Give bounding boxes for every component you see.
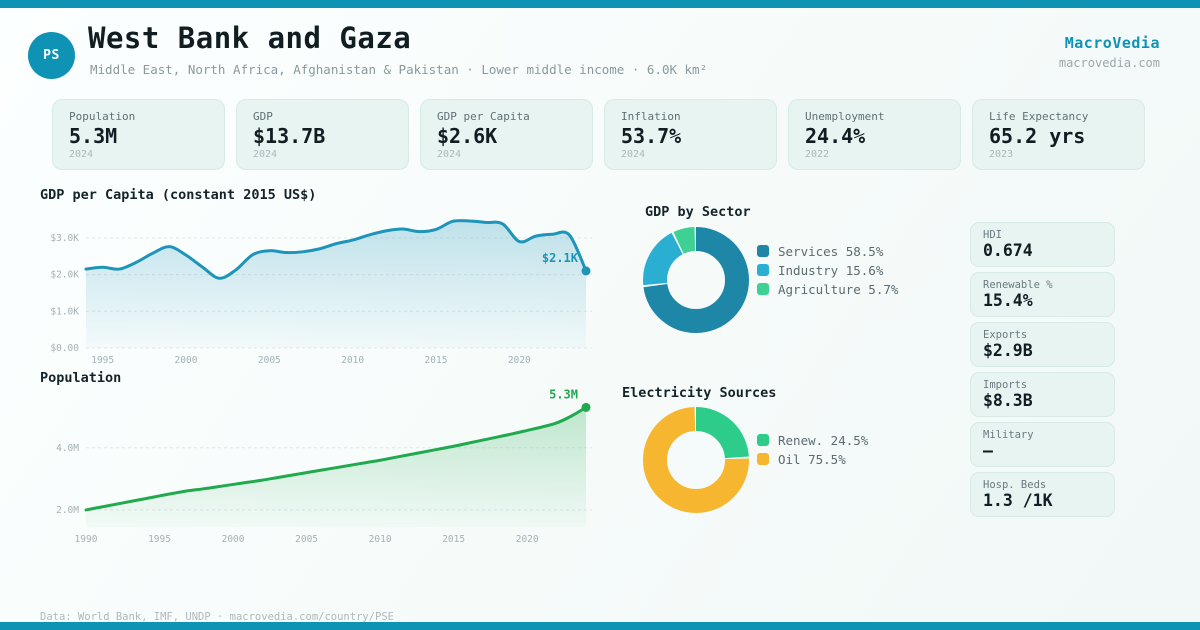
stat-value: 53.7% (621, 124, 682, 148)
stat-value: 65.2 yrs (989, 124, 1086, 148)
svg-text:2000: 2000 (222, 534, 245, 545)
stat-label: Inflation (621, 110, 681, 123)
data-source-footer: Data: World Bank, IMF, UNDP · macrovedia… (40, 611, 395, 623)
legend-label: Industry 15.6% (778, 262, 884, 278)
bottom-accent-bar (0, 622, 1200, 630)
stat-year: 2024 (437, 149, 462, 160)
svg-text:1990: 1990 (75, 534, 98, 545)
side-metric-cards: HDI 0.674 Renewable % 15.4% Exports $2.9… (970, 222, 1115, 517)
electricity-sources-donut-chart (643, 407, 749, 513)
stat-label: Life Expectancy (989, 110, 1089, 123)
stat-card-gdp-per-capita: GDP per Capita $2.6K 2024 (420, 99, 593, 170)
stat-card-gdp: GDP $13.7B 2024 (236, 99, 409, 170)
side-value: $8.3B (983, 391, 1033, 410)
brand-domain: macrovedia.com (1058, 56, 1160, 70)
svg-text:5.3M: 5.3M (549, 387, 578, 401)
side-card-hospital-beds: Hosp. Beds 1.3 /1K (970, 472, 1115, 517)
legend-color-chip (757, 453, 769, 465)
stat-label: GDP (253, 110, 273, 123)
svg-text:1995: 1995 (91, 355, 114, 366)
legend-label: Services 58.5% (778, 243, 884, 259)
stat-label: Population (69, 110, 136, 123)
legend-item: Services 58.5% (757, 243, 898, 259)
legend-color-chip (757, 245, 769, 257)
side-value: — (983, 441, 993, 460)
stat-value: $2.6K (437, 124, 498, 148)
legend-color-chip (757, 264, 769, 276)
legend-item: Renew. 24.5% (757, 432, 869, 448)
svg-text:2005: 2005 (258, 355, 281, 366)
stat-year: 2022 (805, 149, 830, 160)
sector-chart-title: GDP by Sector (645, 204, 751, 220)
page-title: West Bank and Gaza (88, 21, 412, 55)
legend-item: Industry 15.6% (757, 262, 898, 278)
stat-card-unemployment: Unemployment 24.4% 2022 (788, 99, 961, 170)
side-card-exports: Exports $2.9B (970, 322, 1115, 367)
side-value: 15.4% (983, 291, 1033, 310)
gdp-per-capita-line-chart: $0.00 $1.0K $2.0K $3.0K 1995 2000 2005 2010 2015… (50, 219, 592, 366)
side-value: 1.3 /1K (983, 491, 1053, 510)
side-label: HDI (983, 229, 1002, 241)
svg-text:2.0M: 2.0M (56, 505, 79, 516)
svg-text:2005: 2005 (295, 534, 318, 545)
svg-text:1995: 1995 (148, 534, 171, 545)
brand-name: MacroVedia (1064, 34, 1160, 52)
legend-label: Renew. 24.5% (778, 432, 869, 448)
svg-text:4.0M: 4.0M (56, 443, 79, 454)
legend-item: Oil 75.5% (757, 451, 868, 467)
gdp-chart-title: GDP per Capita (constant 2015 US$) (40, 187, 317, 203)
side-label: Renewable % (983, 279, 1053, 291)
electricity-chart-title: Electricity Sources (622, 385, 777, 401)
population-line-chart: 2.0M 4.0M 1990 1995 2000 2005 2010 2015 2020 5.3M (56, 387, 592, 545)
electricity-legend: Renew. 24.5% Oil 75.5% (757, 432, 869, 467)
svg-text:$2.0K: $2.0K (50, 270, 79, 281)
legend-label: Agriculture 5.7% (778, 281, 899, 297)
svg-text:$1.0K: $1.0K (50, 306, 79, 317)
svg-text:$3.0K: $3.0K (50, 233, 79, 244)
stat-year: 2023 (989, 149, 1014, 160)
side-label: Exports (983, 329, 1028, 341)
svg-text:2010: 2010 (369, 534, 392, 545)
legend-label: Oil 75.5% (778, 451, 846, 467)
page-subtitle: Middle East, North Africa, Afghanistan &… (90, 62, 708, 77)
population-chart-title: Population (40, 370, 122, 386)
svg-text:$2.1K: $2.1K (542, 251, 579, 265)
svg-text:2020: 2020 (508, 355, 531, 366)
side-card-military: Military — (970, 422, 1115, 467)
side-card-renewable: Renewable % 15.4% (970, 272, 1115, 317)
top-accent-bar (0, 0, 1200, 8)
svg-text:2015: 2015 (442, 534, 465, 545)
svg-text:2020: 2020 (516, 534, 539, 545)
country-flag-badge: PS (28, 32, 75, 79)
gdp-by-sector-donut-chart (643, 227, 749, 333)
svg-text:2010: 2010 (341, 355, 364, 366)
stat-year: 2024 (69, 149, 94, 160)
legend-color-chip (757, 434, 769, 446)
stat-card-life-expectancy: Life Expectancy 65.2 yrs 2023 (972, 99, 1145, 170)
side-label: Military (983, 429, 1034, 441)
side-label: Imports (983, 379, 1028, 391)
legend-item: Agriculture 5.7% (757, 281, 899, 297)
stat-value: $13.7B (253, 124, 326, 148)
stat-year: 2024 (253, 149, 278, 160)
side-value: 0.674 (983, 241, 1033, 260)
svg-text:2000: 2000 (175, 355, 198, 366)
legend-color-chip (757, 283, 769, 295)
stat-card-population: Population 5.3M 2024 (52, 99, 225, 170)
stat-year: 2024 (621, 149, 646, 160)
side-card-imports: Imports $8.3B (970, 372, 1115, 417)
stat-cards-row: Population 5.3M 2024 GDP $13.7B 2024 GDP… (52, 99, 1145, 170)
svg-text:2015: 2015 (425, 355, 448, 366)
side-label: Hosp. Beds (983, 479, 1047, 491)
stat-card-inflation: Inflation 53.7% 2024 (604, 99, 777, 170)
side-value: $2.9B (983, 341, 1033, 360)
side-card-hdi: HDI 0.674 (970, 222, 1115, 267)
stat-label: GDP per Capita (437, 110, 530, 123)
svg-text:$0.00: $0.00 (50, 343, 79, 354)
stat-value: 24.4% (805, 124, 866, 148)
sector-legend: Services 58.5% Industry 15.6% Agriculture … (757, 243, 899, 297)
stat-label: Unemployment (805, 110, 885, 123)
stat-value: 5.3M (69, 124, 118, 148)
